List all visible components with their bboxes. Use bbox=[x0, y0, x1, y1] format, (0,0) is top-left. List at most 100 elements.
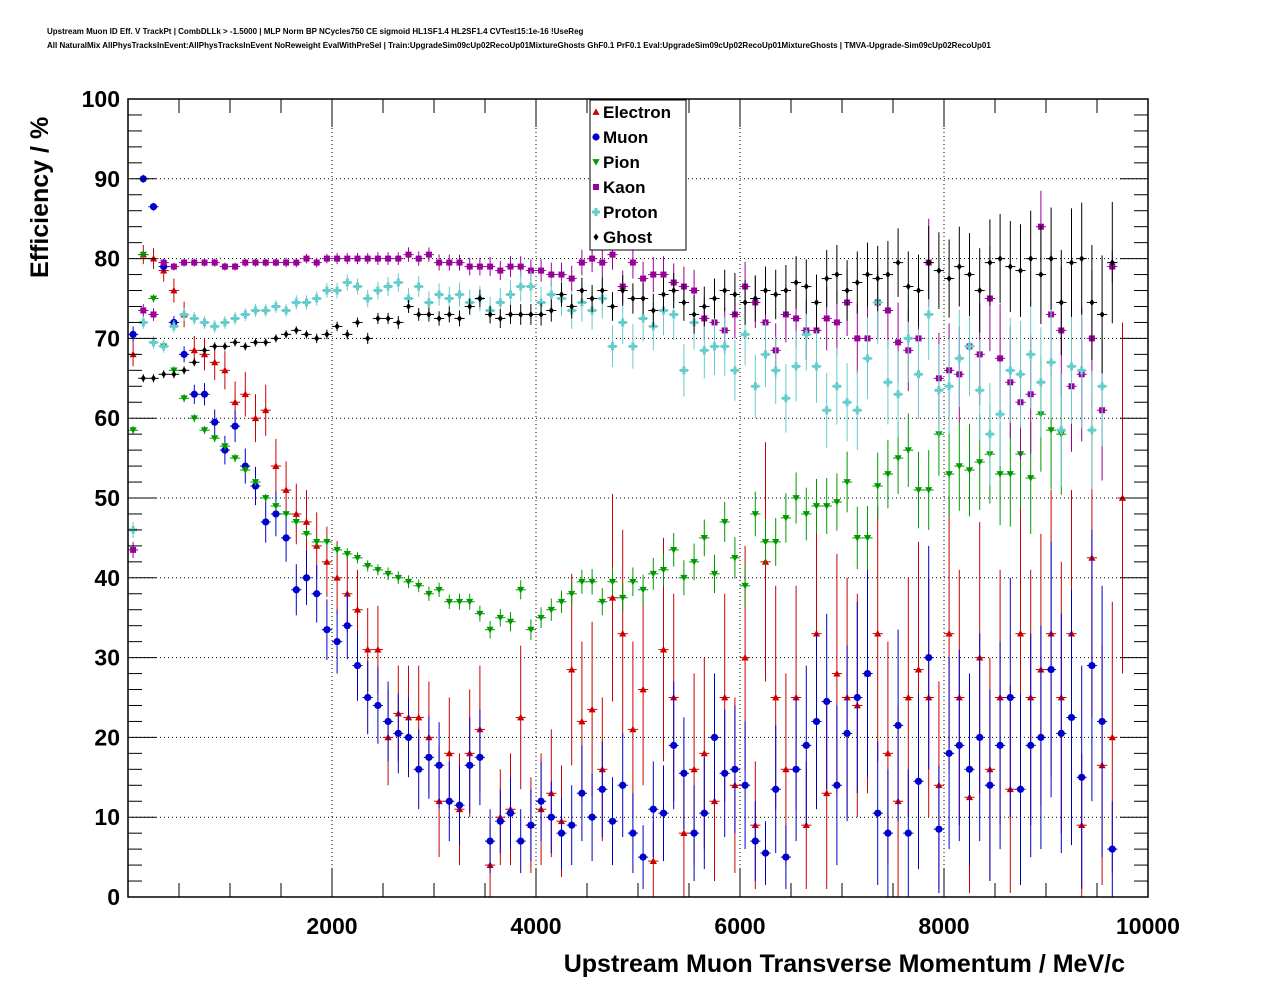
data-point bbox=[823, 315, 830, 322]
data-point bbox=[547, 606, 555, 614]
data-point bbox=[904, 829, 912, 837]
data-point bbox=[751, 511, 759, 518]
data-point bbox=[272, 510, 280, 518]
y-tick-label: 90 bbox=[94, 166, 120, 192]
data-point bbox=[518, 310, 524, 318]
data-point bbox=[976, 733, 984, 742]
data-point bbox=[385, 314, 391, 322]
data-point bbox=[496, 614, 504, 622]
axis-ticks bbox=[127, 98, 1149, 898]
y-tick-label: 80 bbox=[94, 246, 120, 272]
data-point bbox=[934, 386, 943, 395]
data-point bbox=[578, 259, 585, 266]
data-point bbox=[314, 334, 320, 342]
x-tick-label: 2000 bbox=[306, 913, 357, 939]
data-point bbox=[792, 362, 801, 371]
data-point bbox=[322, 286, 331, 295]
data-point bbox=[792, 495, 800, 502]
data-point bbox=[181, 366, 187, 374]
data-point bbox=[487, 310, 493, 318]
data-point bbox=[1048, 255, 1054, 263]
data-point bbox=[436, 259, 443, 266]
data-point bbox=[222, 342, 228, 350]
data-point bbox=[1016, 370, 1025, 379]
data-point bbox=[252, 259, 259, 266]
data-point bbox=[364, 562, 372, 570]
data-point bbox=[579, 287, 585, 295]
data-point bbox=[722, 287, 728, 295]
data-point bbox=[741, 582, 749, 590]
data-point bbox=[353, 606, 362, 613]
data-point bbox=[1006, 366, 1015, 375]
data-point bbox=[292, 298, 301, 307]
data-point bbox=[700, 749, 708, 757]
data-point bbox=[914, 777, 923, 785]
data-point bbox=[884, 471, 892, 478]
data-point bbox=[914, 487, 923, 494]
data-point bbox=[1047, 358, 1056, 367]
data-point bbox=[302, 298, 311, 307]
data-point bbox=[262, 495, 270, 502]
data-point bbox=[364, 693, 372, 702]
data-point bbox=[354, 255, 361, 262]
data-point bbox=[599, 287, 605, 295]
data-point bbox=[661, 291, 666, 299]
data-point bbox=[1047, 427, 1055, 434]
data-point bbox=[160, 259, 167, 266]
data-point bbox=[945, 382, 954, 391]
data-point bbox=[242, 342, 248, 350]
data-point bbox=[1027, 741, 1035, 749]
legend-entry-ghost: Ghost bbox=[593, 228, 652, 247]
data-point bbox=[691, 310, 697, 318]
data-point bbox=[455, 801, 464, 809]
data-point bbox=[833, 669, 841, 677]
y-tick-label: 70 bbox=[94, 325, 120, 351]
data-point bbox=[568, 590, 576, 598]
data-point bbox=[334, 255, 341, 262]
data-point bbox=[334, 322, 340, 330]
data-point bbox=[282, 306, 291, 315]
data-point bbox=[965, 342, 974, 351]
data-point bbox=[333, 638, 341, 646]
data-point bbox=[823, 789, 831, 797]
data-point bbox=[557, 598, 566, 606]
data-point bbox=[292, 586, 300, 594]
series-ghost bbox=[138, 201, 1118, 383]
data-point bbox=[1016, 630, 1025, 637]
y-tick-label: 40 bbox=[94, 565, 120, 591]
legend-label: Pion bbox=[603, 153, 640, 172]
data-point bbox=[630, 295, 636, 302]
data-point bbox=[639, 685, 647, 693]
data-point bbox=[823, 503, 831, 510]
data-point bbox=[975, 386, 984, 395]
data-point bbox=[874, 630, 882, 637]
data-point bbox=[854, 335, 861, 342]
data-point bbox=[303, 255, 310, 262]
data-point bbox=[772, 693, 780, 701]
data-point bbox=[323, 626, 331, 634]
data-point bbox=[231, 314, 240, 323]
data-point bbox=[904, 447, 912, 454]
data-point bbox=[404, 294, 413, 303]
data-point bbox=[874, 809, 882, 817]
data-point bbox=[731, 554, 739, 562]
data-point bbox=[467, 302, 473, 310]
legend: Electron Muon Pion Kaon Proton Ghost bbox=[589, 99, 687, 251]
data-point bbox=[771, 366, 780, 375]
data-point bbox=[640, 295, 646, 302]
legend-marker bbox=[593, 184, 599, 190]
data-point bbox=[977, 287, 983, 295]
data-point bbox=[619, 594, 627, 602]
data-point bbox=[506, 618, 515, 626]
data-point bbox=[610, 302, 615, 310]
legend-entry-pion: Pion bbox=[592, 153, 640, 172]
data-point bbox=[262, 518, 270, 526]
y-tick-label: 50 bbox=[94, 485, 120, 511]
data-point bbox=[894, 721, 902, 730]
data-point bbox=[578, 789, 586, 797]
data-point bbox=[547, 290, 556, 299]
data-point bbox=[373, 286, 382, 295]
data-point bbox=[180, 350, 188, 358]
data-point bbox=[659, 809, 668, 817]
